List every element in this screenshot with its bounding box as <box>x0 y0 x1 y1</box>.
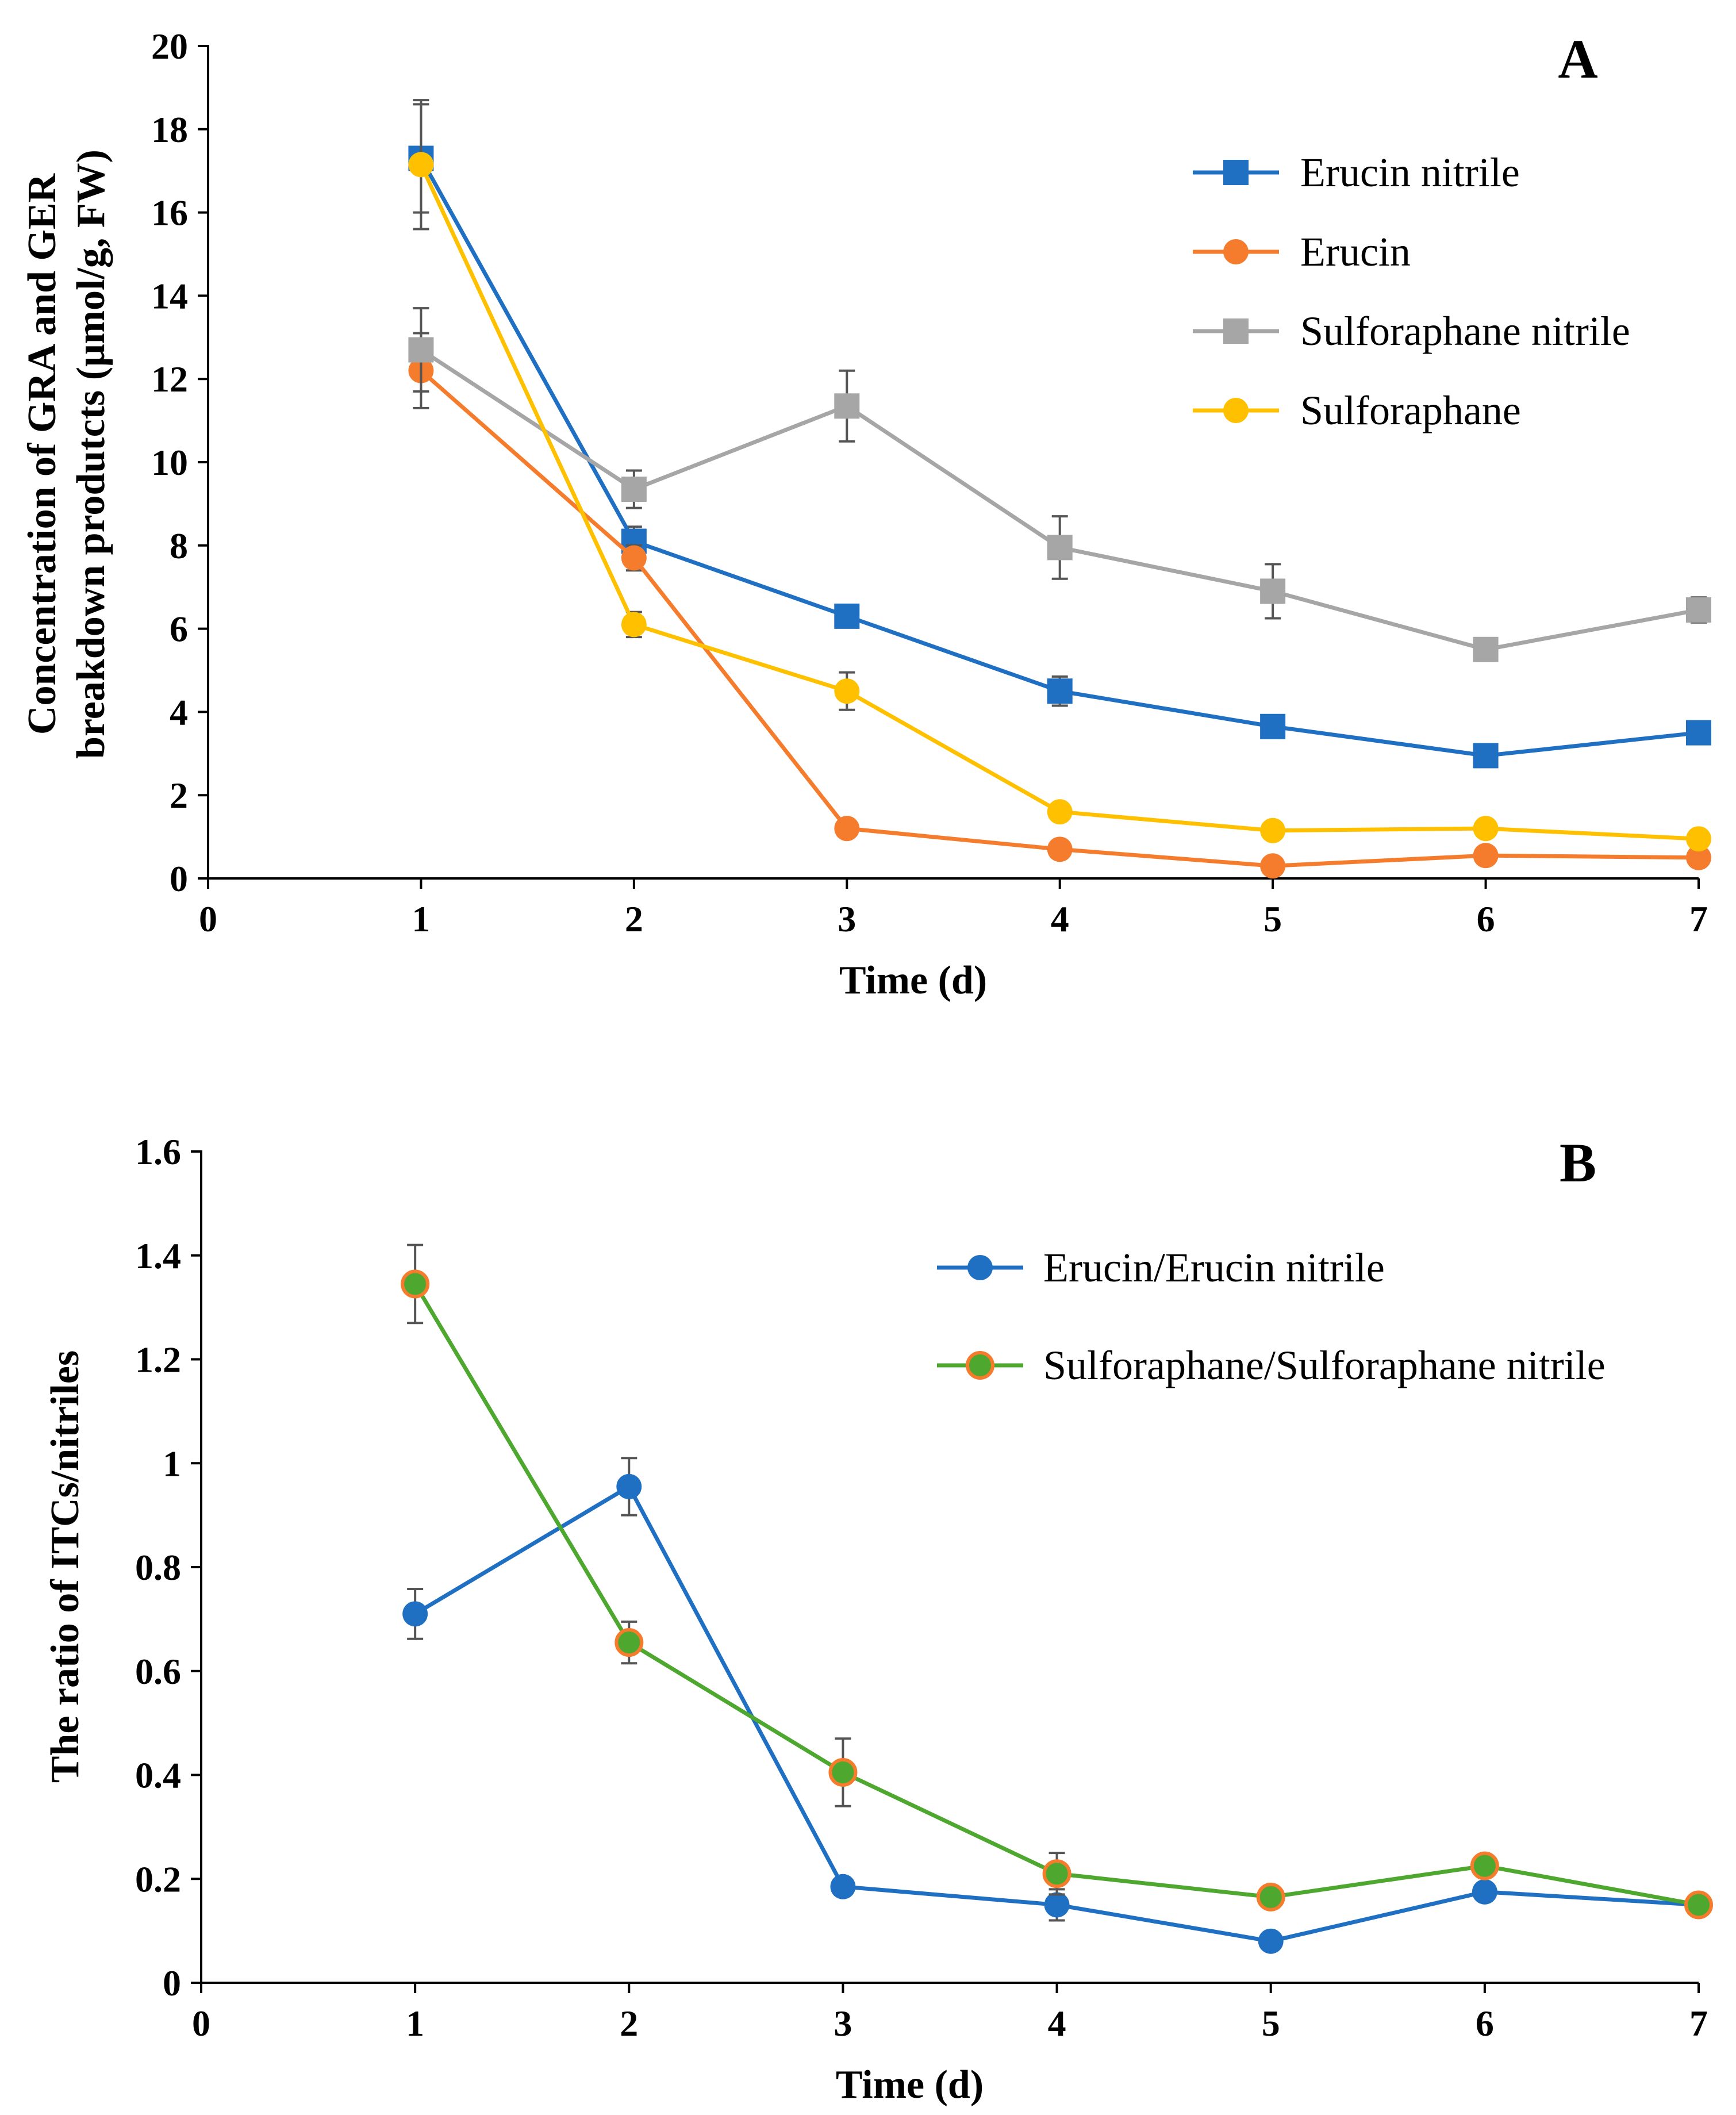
panel-b-x-tick-label: 1 <box>406 2003 424 2044</box>
panel-a-y-tick-label: 8 <box>170 525 188 566</box>
panel-b-erucin-erucin-nitrile-point <box>1258 1928 1284 1954</box>
panel-a-y-tick-label: 0 <box>170 858 188 899</box>
panel-b-y-tick-label: 0.8 <box>135 1547 181 1588</box>
panel-a-erucin-nitrile-point <box>1047 678 1073 704</box>
panel-b-x-tick-label: 0 <box>192 2003 210 2044</box>
panel-b-sulforaphane-sulforaphane-nitrile-point <box>1042 1859 1071 1888</box>
panel-a-x-tick-label: 2 <box>625 899 643 939</box>
panel-b-y-tick-label: 0 <box>163 1963 181 2003</box>
panel-a-legend-erucin-label: Erucin <box>1300 229 1411 275</box>
panel-a-x-tick-label: 1 <box>412 899 430 939</box>
panel-b-x-tick-label: 6 <box>1476 2003 1494 2044</box>
panel-b-sulforaphane-sulforaphane-nitrile-point <box>1684 1890 1713 1920</box>
panel-a-sulforaphane-nitrile-point <box>1047 535 1073 561</box>
panel-a-x-axis-title: Time (d) <box>839 958 987 1003</box>
panel-a-x-tick-label: 3 <box>838 899 856 939</box>
panel-a-y-tick-label: 4 <box>170 692 188 732</box>
panel-a-sulforaphane-point <box>621 612 647 638</box>
panel-a-sulforaphane-point <box>1047 799 1073 825</box>
panel-a-legend-sulforaphane-label: Sulforaphane <box>1300 387 1521 433</box>
panel-a-y-tick-label: 14 <box>151 275 188 316</box>
panel-a-x-tick-label: 0 <box>199 899 217 939</box>
panel-a-sulforaphane-point <box>1473 816 1499 842</box>
panel-b-y-tick-label: 1.6 <box>135 1131 181 1172</box>
panel-a-x-tick-label: 5 <box>1263 899 1282 939</box>
panel-a-x-tick-label: 6 <box>1477 899 1495 939</box>
panel-a-erucin-point <box>834 816 860 842</box>
panel-a-legend-sulforaphane-nitrile-marker <box>1223 318 1249 344</box>
panel-b-erucin-erucin-nitrile-point <box>616 1473 642 1499</box>
panel-a-sulforaphane-point <box>834 678 860 704</box>
panel-a-sulforaphane-nitrile-point <box>1686 597 1711 623</box>
panel-a-sulforaphane-nitrile-point <box>1473 636 1499 662</box>
panel-b-y-tick-label: 0.6 <box>135 1651 181 1692</box>
panel-b-x-tick-label: 3 <box>834 2003 852 2044</box>
panel-a-sulforaphane-nitrile-point <box>408 337 434 363</box>
panel-b-sulforaphane-sulforaphane-nitrile-point <box>1470 1851 1499 1880</box>
panel-a-erucin-point <box>1260 853 1286 879</box>
panel-b-erucin-erucin-nitrile-point <box>830 1874 856 1899</box>
panel-a-y-axis-title: breakdown produtcts (μmol/g, FW) <box>69 149 113 759</box>
panel-a-sulforaphane-nitrile-point <box>1260 578 1286 604</box>
panel-a-legend-erucin-nitrile-marker <box>1223 160 1249 185</box>
panel-b-y-tick-label: 1.4 <box>135 1235 181 1276</box>
panel-b-sulforaphane-sulforaphane-nitrile-point <box>401 1269 430 1299</box>
panel-a-erucin-nitrile-point <box>834 603 860 629</box>
panel-b-sulforaphane-sulforaphane-nitrile-point <box>1256 1882 1285 1911</box>
panel-a-erucin-nitrile-point <box>1473 743 1499 769</box>
panel-b-chart: 0 0.2 0.4 0.6 0.8 1 1.2 1.4 1.6 0 1 2 3 4 5 6 7 Time (d) T… <box>43 1131 1713 2107</box>
panel-b-y-axis-title: The ratio of ITCs/nitriles <box>43 1350 87 1783</box>
panel-a-y-tick-label: 6 <box>170 609 188 650</box>
panel-a-letter: A <box>1558 28 1597 90</box>
panel-b-legend-erucin-erucin-nitrile-label: Erucin/Erucin nitrile <box>1043 1245 1385 1291</box>
panel-b-legend-erucin-erucin-nitrile-marker <box>967 1255 993 1280</box>
panel-b-sulforaphane-sulforaphane-nitrile-point <box>828 1757 858 1787</box>
panel-a-y-axis-title: Concentration of GRA and GER <box>20 172 64 735</box>
panel-a-legend-erucin-marker <box>1223 239 1249 264</box>
panel-b-y-tick-label: 0.2 <box>135 1859 181 1899</box>
panel-b-y-tick-label: 1.2 <box>135 1339 181 1380</box>
panel-a-x-tick-label: 7 <box>1689 899 1708 939</box>
panel-b-y-tick-label: 1 <box>163 1443 181 1484</box>
panel-b-x-tick-label: 5 <box>1262 2003 1280 2044</box>
panel-b-erucin-erucin-nitrile-point <box>1044 1892 1070 1918</box>
panel-a-y-tick-label: 2 <box>170 775 188 816</box>
panel-a-y-tick-label: 16 <box>151 193 188 233</box>
panel-a-sulforaphane-point <box>1260 817 1286 843</box>
panel-b-x-axis-title: Time (d) <box>836 2063 984 2107</box>
panel-a-y-tick-label: 12 <box>151 359 188 400</box>
panel-b-x-tick-label: 2 <box>620 2003 638 2044</box>
panel-b-legend-sulforaphane-sulforaphane-nitrile-label: Sulforaphane/Sulforaphane nitrile <box>1043 1342 1606 1388</box>
panel-a-erucin-nitrile-point <box>1686 720 1711 746</box>
panel-a-sulforaphane-point <box>408 152 434 178</box>
panel-a-erucin-point <box>1047 836 1073 862</box>
panel-a-x-tick-label: 4 <box>1051 899 1069 939</box>
panel-a-legend-erucin-nitrile-label: Erucin nitrile <box>1300 149 1520 195</box>
panel-b-erucin-erucin-nitrile-point <box>402 1601 428 1627</box>
panel-a-y-tick-label: 10 <box>151 442 188 483</box>
panel-b-erucin-erucin-nitrile-point <box>1472 1879 1497 1905</box>
panel-a-legend-sulforaphane-marker <box>1223 398 1249 423</box>
panel-b-letter: B <box>1560 1132 1596 1193</box>
panel-a-erucin-point <box>621 545 647 571</box>
panel-a-sulforaphane-nitrile-point <box>621 477 647 502</box>
panel-a-erucin-point <box>1686 845 1711 870</box>
panel-b-legend-sulforaphane-sulforaphane-nitrile-marker <box>966 1351 994 1380</box>
panel-a-y-tick-label: 20 <box>151 26 188 67</box>
panel-b-x-tick-label: 4 <box>1048 2003 1066 2044</box>
panel-a-legend-sulforaphane-nitrile-label: Sulforaphane nitrile <box>1300 308 1630 354</box>
panel-a-sulforaphane-point <box>1686 826 1711 852</box>
panel-b-y-tick-label: 0.4 <box>135 1755 181 1796</box>
panel-a-y-tick-label: 18 <box>151 109 188 150</box>
panel-b-sulforaphane-sulforaphane-nitrile-point <box>614 1628 644 1657</box>
panel-b-x-tick-label: 7 <box>1689 2003 1708 2044</box>
panel-a-erucin-point <box>1473 843 1499 869</box>
panel-a-sulforaphane-nitrile-point <box>834 393 860 419</box>
panel-a-erucin-nitrile-point <box>1260 713 1286 739</box>
